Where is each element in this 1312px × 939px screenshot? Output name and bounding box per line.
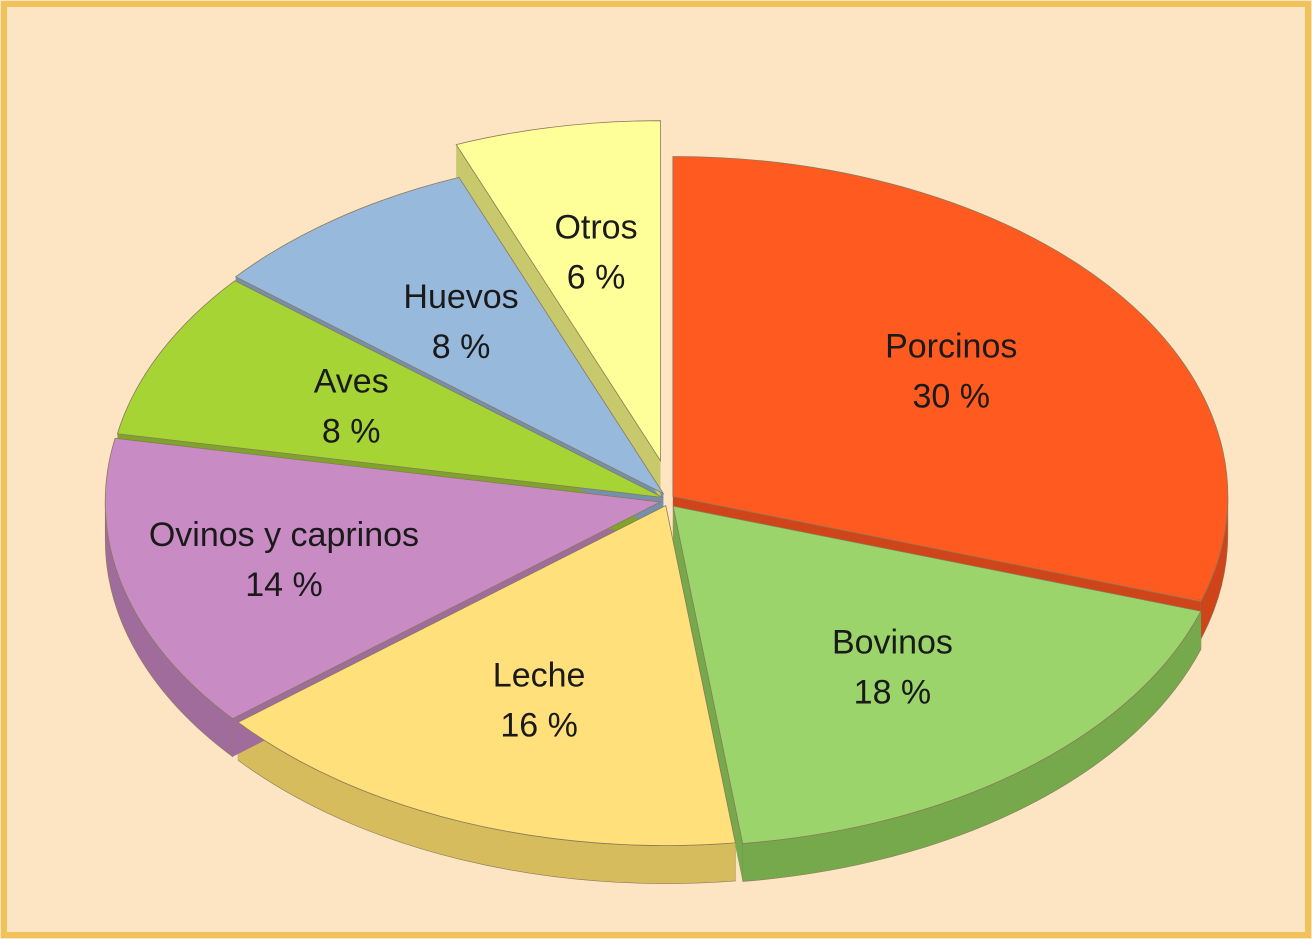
slice-value-label: 18 %	[854, 674, 932, 712]
slice-label: Ovinos y caprinos	[149, 516, 419, 554]
slice-value-label: 8 %	[322, 413, 381, 451]
slice-label: Otros	[554, 209, 637, 247]
slice	[116, 280, 663, 498]
slice-value-label: 16 %	[500, 707, 578, 745]
slice	[237, 504, 736, 846]
slice-label: Bovinos	[832, 624, 953, 662]
slice-label: Aves	[314, 363, 389, 401]
slice-value-label: 6 %	[567, 259, 626, 297]
slice	[104, 437, 662, 720]
slice-label: Huevos	[403, 278, 518, 316]
slice	[234, 176, 665, 495]
slice-value-label: 8 %	[432, 328, 491, 366]
slice-label: Leche	[493, 657, 586, 695]
slice-label: Porcinos	[885, 328, 1017, 366]
slice-value-label: 30 %	[912, 378, 990, 416]
slice-value-label: 14 %	[245, 566, 323, 604]
slice-edge	[673, 506, 743, 882]
slice	[672, 156, 1229, 602]
slice	[455, 120, 661, 463]
slice	[672, 505, 1202, 844]
